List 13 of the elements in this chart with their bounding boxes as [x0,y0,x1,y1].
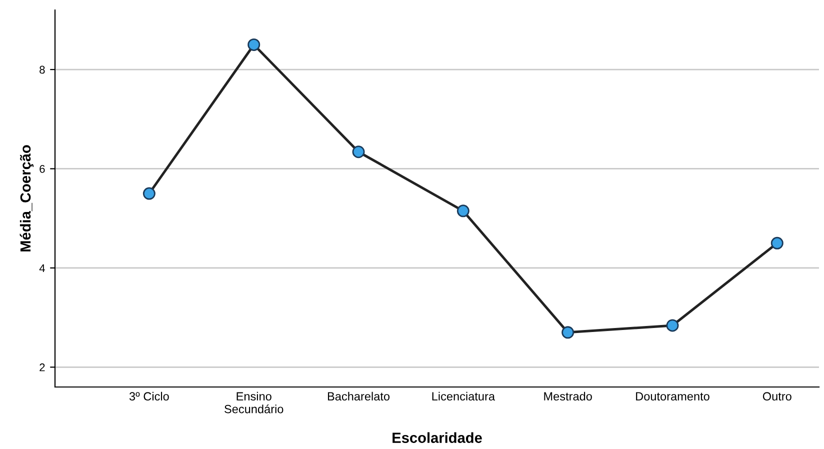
x-axis-title: Escolaridade [392,432,482,443]
x-tick-label: Licenciatura [432,392,495,401]
y-tick-label: 6 [40,165,45,173]
x-tick-label: Outro [762,392,792,401]
x-tick-label: Mestrado [544,392,592,401]
y-tick-label: 2 [40,363,45,372]
x-tick-label: Ensino Secundário [224,392,284,414]
x-tick-label: Bacharelato [328,392,390,401]
y-tick-label: 8 [40,66,45,74]
y-axis-title: Média_Coerção [20,145,34,252]
x-tick-label: 3º Ciclo [129,392,169,401]
y-tick-label: 4 [39,264,45,272]
x-tick-label: Doutoramento [636,392,710,401]
